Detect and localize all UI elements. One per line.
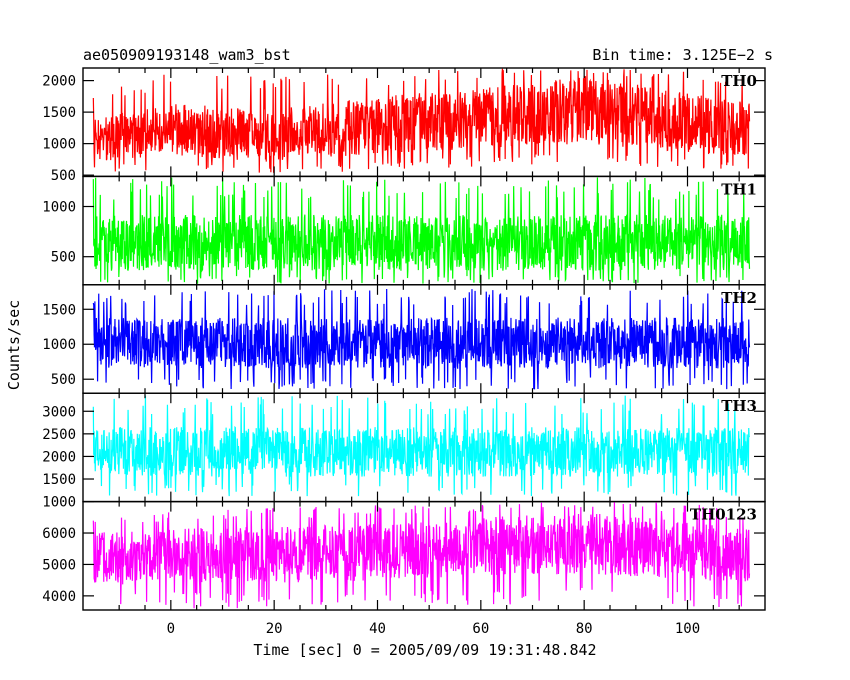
x-tick-label: 80	[576, 621, 593, 637]
chart-title-right: Bin time: 3.125E−2 s	[592, 46, 773, 64]
x-tick-label: 20	[266, 621, 283, 637]
y-tick-label: 1500	[42, 302, 76, 318]
y-tick-label: 500	[51, 250, 76, 266]
panel-frame-th0123	[82, 500, 766, 611]
y-tick-label: 1000	[42, 137, 76, 153]
x-tick-label: 0	[167, 621, 175, 637]
x-tick-label: 100	[675, 621, 700, 637]
chart-title-left: ae050909193148_wam3_bst	[83, 46, 291, 64]
y-tick-label: 2000	[42, 449, 76, 465]
series-line-th3	[92, 395, 751, 497]
y-tick-label: 1000	[42, 337, 76, 353]
y-axis-label: Counts/sec	[5, 300, 23, 390]
panel-label-th1: TH1	[721, 180, 757, 198]
y-tick-label: 2000	[42, 74, 76, 90]
y-tick-label: 5000	[42, 557, 76, 573]
x-axis-label: Time [sec] 0 = 2005/09/09 19:31:48.842	[253, 641, 596, 659]
y-tick-label: 1000	[42, 200, 76, 216]
y-tick-label: 500	[51, 168, 76, 184]
series-line-th1	[92, 177, 751, 284]
panel-label-th0: TH0	[721, 72, 757, 90]
series-line-th2	[92, 289, 751, 390]
x-tick-label: 60	[472, 621, 489, 637]
y-tick-label: 4000	[42, 589, 76, 605]
y-tick-label: 2500	[42, 427, 76, 443]
x-tick-label: 40	[369, 621, 386, 637]
y-tick-label: 6000	[42, 526, 76, 542]
y-tick-label: 1000	[42, 495, 76, 511]
series-line-th0123	[92, 502, 751, 609]
series-line-th0	[92, 68, 751, 173]
y-tick-label: 1500	[42, 472, 76, 488]
panel-label-th3: TH3	[721, 397, 757, 415]
y-tick-label: 3000	[42, 404, 76, 420]
y-tick-label: 1500	[42, 105, 76, 121]
panel-label-th0123: TH0123	[690, 506, 757, 524]
panel-label-th2: TH2	[721, 289, 757, 307]
y-tick-label: 500	[51, 372, 76, 388]
